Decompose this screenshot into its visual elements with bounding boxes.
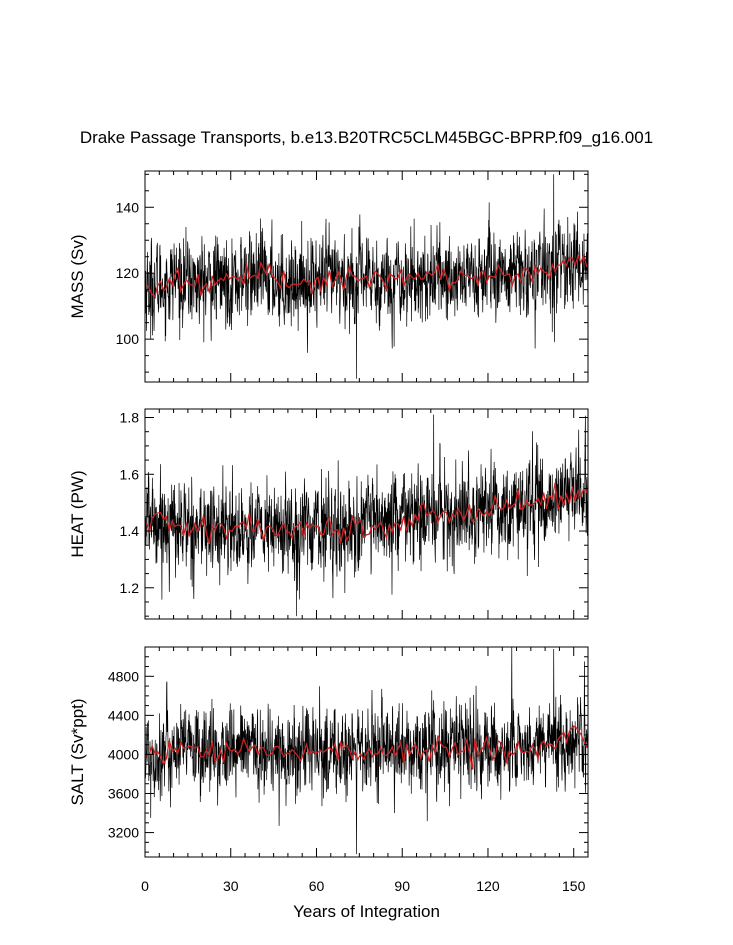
x-tick-label: 60 (309, 878, 325, 894)
y-tick-label: 120 (116, 265, 140, 281)
smoothed-series-line (145, 482, 588, 545)
x-tick-label: 90 (394, 878, 410, 894)
plot-frame (144, 408, 589, 620)
y-axis-label: HEAT (PW) (68, 470, 87, 557)
y-tick-label: 1.2 (120, 580, 140, 596)
y-tick-label: 4000 (108, 746, 139, 762)
raw-series-line (145, 174, 588, 379)
heat-panel: 1.2 1.4 1.6 1.8 HEAT (PW) (68, 408, 589, 620)
x-tick-label: 150 (562, 878, 586, 894)
plot-frame (144, 646, 589, 858)
y-tick-label: 140 (116, 199, 140, 215)
y-tick-label: 4800 (108, 668, 139, 684)
x-axis-label: Years of Integration (293, 902, 440, 921)
y-tick-label: 1.8 (120, 410, 140, 426)
raw-series-line (145, 414, 588, 617)
x-tick-label: 0 (141, 878, 149, 894)
mass-panel: 100 120 140 MASS (Sv) (68, 170, 589, 383)
y-axis-label: MASS (Sv) (68, 234, 87, 318)
x-tick-label: 30 (223, 878, 239, 894)
y-tick-label: 4400 (108, 707, 139, 723)
y-tick-label: 3600 (108, 786, 139, 802)
plot-frame (144, 170, 589, 383)
smoothed-series-line (145, 725, 588, 770)
salt-panel: 3200 3600 4000 4400 4800 SALT (Sv*ppt) 0 30 60 90… (68, 646, 589, 921)
y-tick-label: 100 (116, 331, 140, 347)
smoothed-series-line (145, 252, 588, 298)
chart-title: Drake Passage Transports, b.e13.B20TRC5C… (79, 128, 654, 147)
y-tick-label: 1.6 (120, 466, 140, 482)
x-tick-label: 120 (476, 878, 500, 894)
y-axis-label: SALT (Sv*ppt) (68, 698, 87, 805)
raw-series-line (145, 647, 588, 855)
y-tick-label: 3200 (108, 825, 139, 841)
y-tick-label: 1.4 (120, 523, 140, 539)
